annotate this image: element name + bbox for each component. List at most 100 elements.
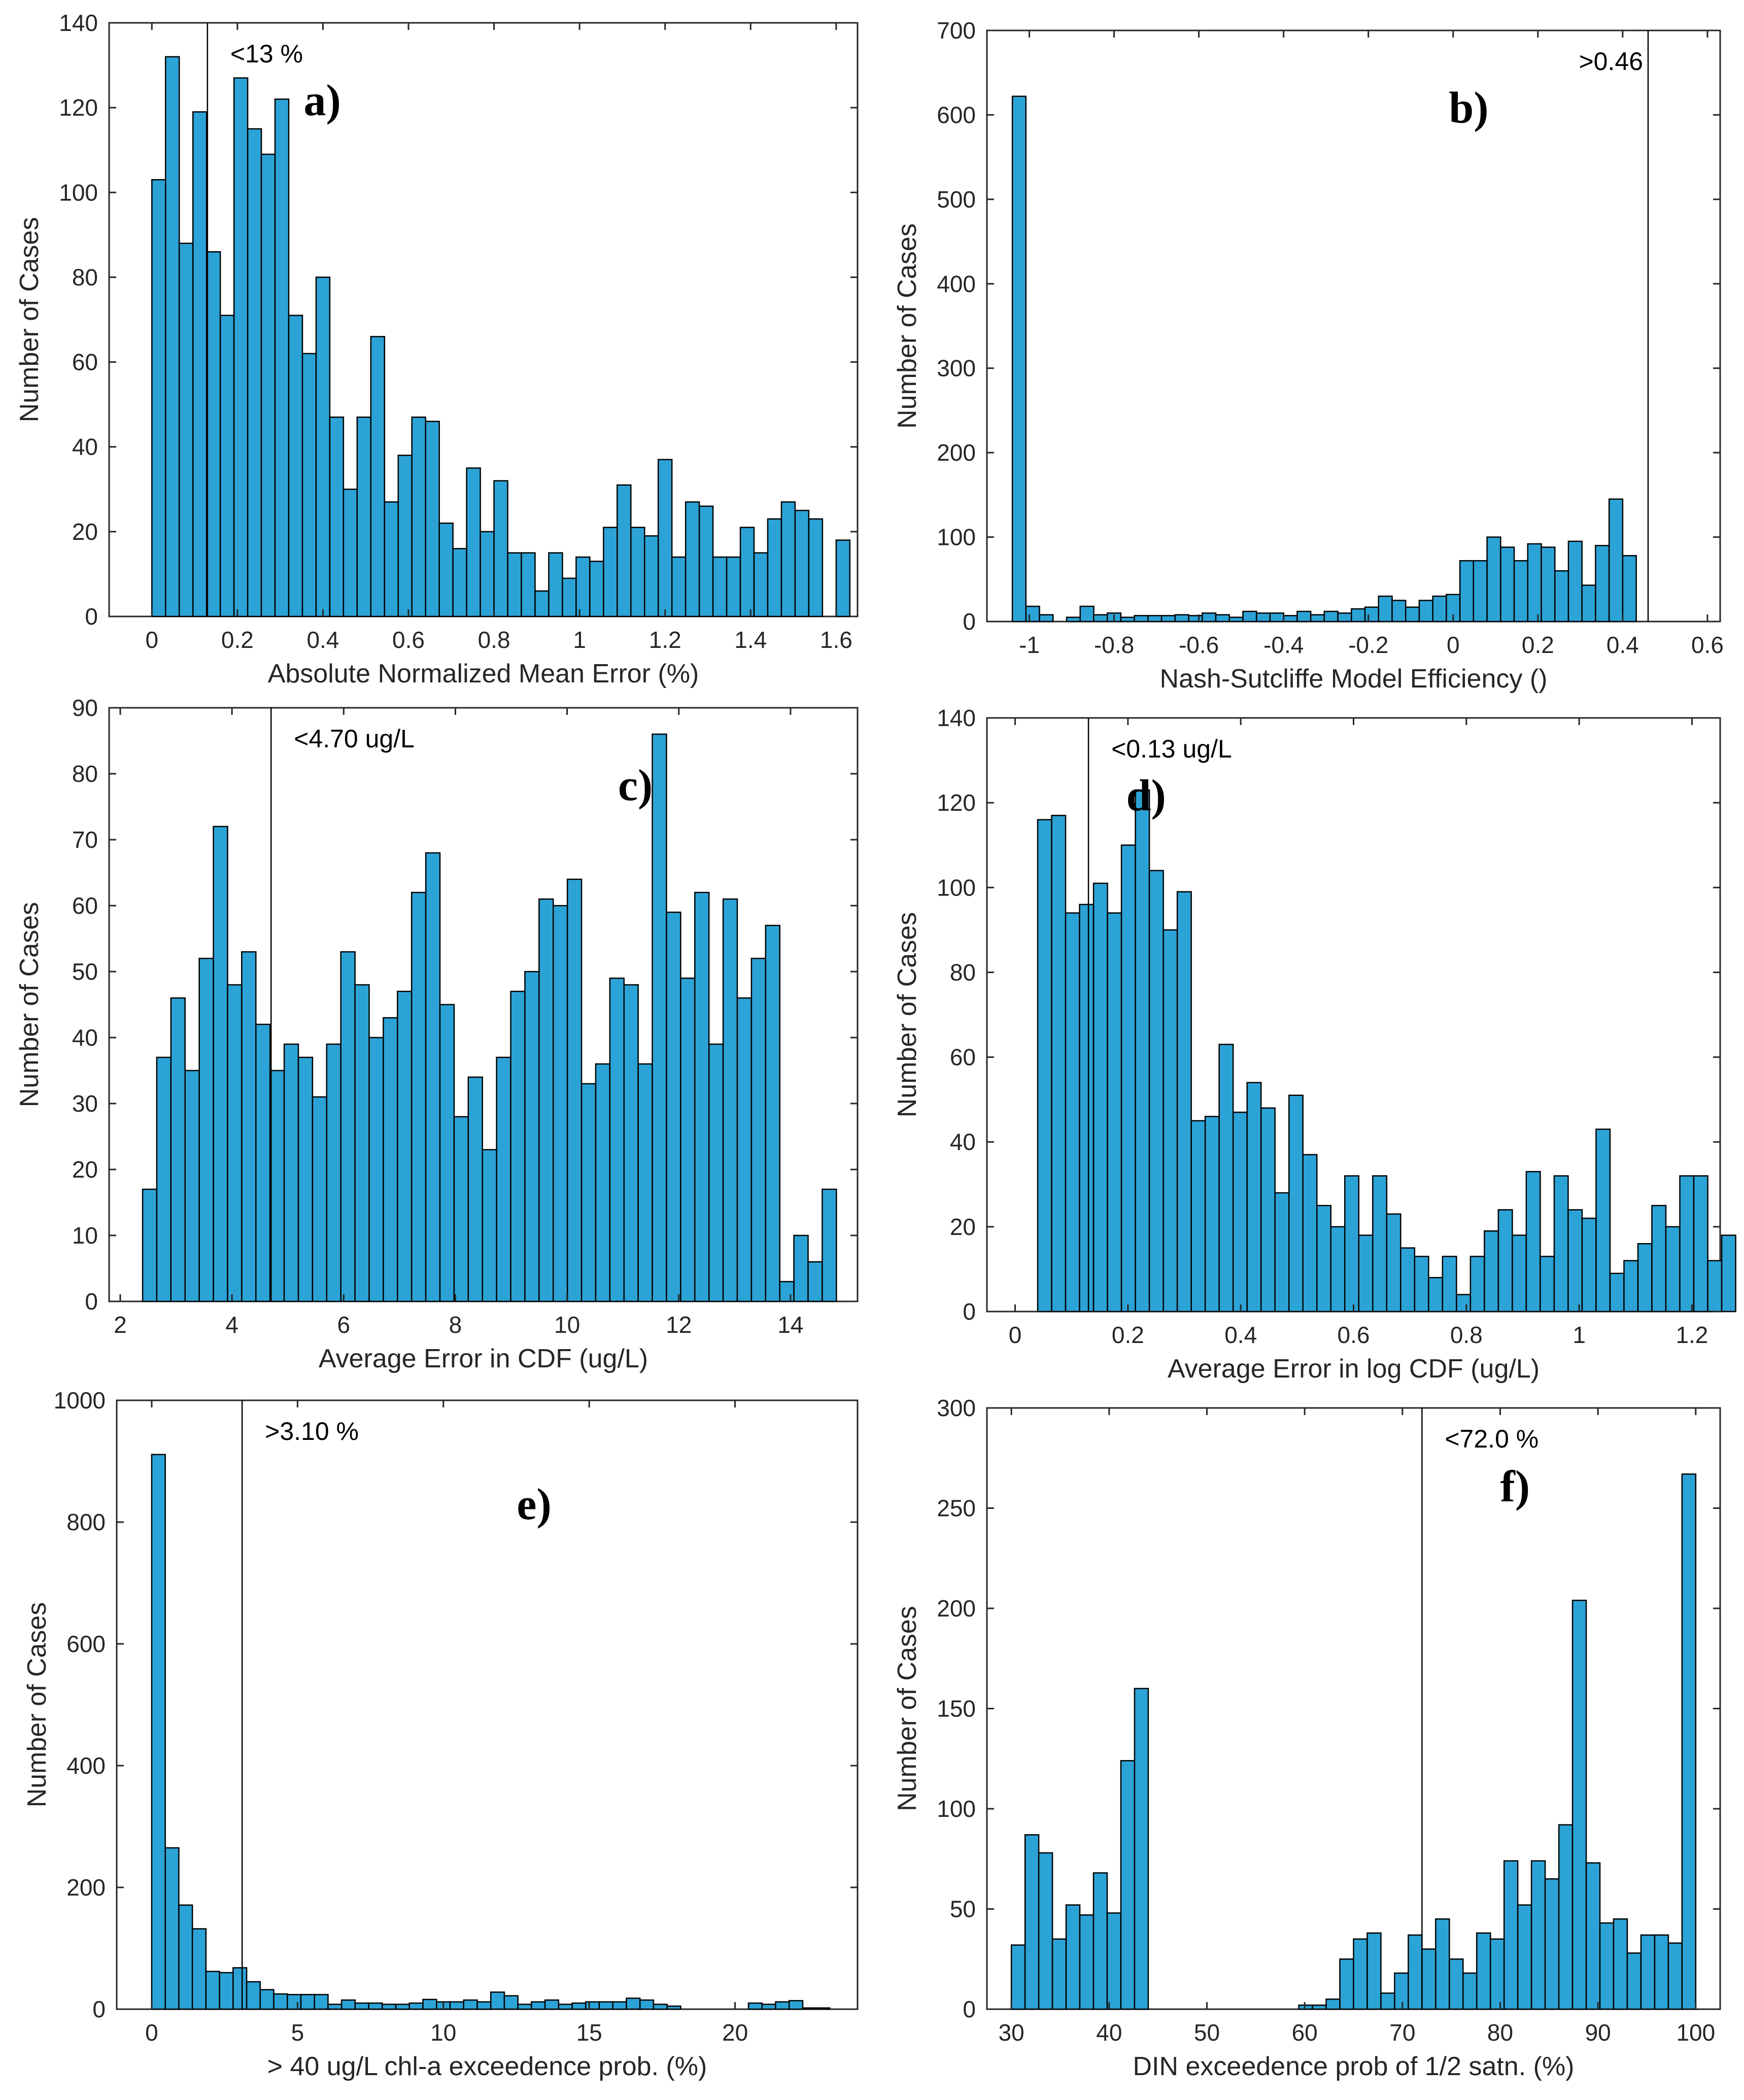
histogram-bar <box>382 2004 397 2010</box>
y-axis-label: Number of Cases <box>893 912 922 1118</box>
x-tick-label: 14 <box>777 1312 803 1338</box>
histogram-bar <box>482 1149 497 1302</box>
histogram-bar <box>1351 608 1366 623</box>
histogram-bar <box>1432 595 1447 623</box>
histogram-bar <box>1609 1272 1625 1313</box>
histogram-bar <box>1344 1175 1360 1313</box>
histogram-bar <box>1513 560 1529 623</box>
histogram-bar <box>726 556 741 617</box>
histogram-bar <box>1232 1111 1248 1313</box>
histogram-bar <box>327 2004 343 2010</box>
histogram-bar <box>815 2007 831 2010</box>
histogram-bar <box>1456 1294 1472 1313</box>
histogram-bar <box>178 243 194 617</box>
histogram-bar <box>1428 1277 1444 1313</box>
histogram-bar <box>780 501 796 617</box>
histogram-bar <box>793 1234 809 1302</box>
x-tick-label: 0.2 <box>1112 1322 1144 1348</box>
histogram-bar <box>1242 610 1257 623</box>
x-axis-label: Nash-Sutcliffe Model Efficiency () <box>1160 664 1548 694</box>
x-axis-label: Absolute Normalized Mean Error (%) <box>268 659 699 688</box>
histogram-bar <box>340 1999 356 2010</box>
histogram-bar <box>1079 605 1095 623</box>
y-tick-label: 140 <box>937 705 976 731</box>
histogram-bar <box>1553 1175 1569 1313</box>
histogram-bar <box>1218 1044 1234 1313</box>
x-tick-label: 20 <box>722 2019 748 2046</box>
x-tick-label: 1.6 <box>820 627 852 653</box>
histogram-bar <box>1581 1217 1597 1313</box>
histogram-bar <box>1626 1952 1642 2010</box>
histogram-bar <box>219 1972 234 2010</box>
histogram-bar <box>657 459 673 617</box>
histogram-bar <box>370 336 386 617</box>
x-tick-label: 90 <box>1585 2019 1611 2046</box>
histogram-bar <box>356 416 372 617</box>
histogram-bar <box>1120 616 1135 623</box>
x-tick-label: 0.4 <box>1606 632 1639 658</box>
histogram-bar <box>1337 612 1352 623</box>
histogram-bar <box>1707 1260 1723 1313</box>
histogram-bar <box>213 825 228 1302</box>
panel-label: e) <box>517 1480 551 1529</box>
histogram-bar <box>639 1999 655 2010</box>
y-tick-label: 20 <box>72 519 98 545</box>
histogram-bar <box>301 353 317 617</box>
histogram-bar <box>595 1063 611 1302</box>
histogram-bar <box>1039 614 1054 623</box>
x-tick-label: 1.2 <box>1675 1322 1708 1348</box>
histogram-bar <box>1414 1256 1429 1313</box>
histogram-bar <box>750 957 767 1302</box>
histogram-bar <box>449 2001 464 2010</box>
x-tick-label: 0.8 <box>1450 1322 1483 1348</box>
threshold-label: <4.70 ug/L <box>294 725 415 753</box>
chart-panel-c: 2 4 6 8 10 12 14 0 10 20 30 40 50 60 70 80 90 Average Err… <box>15 695 859 1373</box>
x-tick-label: 50 <box>1194 2019 1220 2046</box>
histogram-bar <box>617 484 632 617</box>
histogram-bar <box>1025 605 1040 623</box>
histogram-bar <box>1449 1958 1464 2010</box>
histogram-bar <box>425 852 441 1302</box>
histogram-bar <box>269 1070 285 1302</box>
histogram-bar <box>747 2002 763 2010</box>
histogram-bar <box>788 2000 804 2010</box>
histogram-bar <box>490 1991 505 2010</box>
y-tick-label: 0 <box>963 1298 976 1325</box>
histogram-bar <box>1484 1230 1499 1313</box>
histogram-bar <box>1486 536 1501 623</box>
histogram-bar <box>232 1967 248 2010</box>
histogram-bar <box>1489 1938 1505 2010</box>
histogram-bar <box>808 518 824 617</box>
histogram-bar <box>1435 1918 1450 2010</box>
histogram-bar <box>775 2001 790 2010</box>
histogram-bar <box>1525 1171 1541 1313</box>
y-tick-label: 80 <box>72 761 98 787</box>
histogram-bar <box>354 984 370 1302</box>
histogram-bar <box>630 527 645 617</box>
panel-label: d) <box>1126 771 1166 820</box>
y-tick-label: 90 <box>72 695 98 721</box>
histogram-bar <box>1721 1234 1736 1313</box>
histogram-bar <box>1418 600 1433 623</box>
x-tick-label: 100 <box>1676 2019 1715 2046</box>
histogram-bar <box>368 2002 383 2010</box>
histogram-bar <box>340 951 356 1302</box>
histogram-bar <box>1316 1204 1332 1313</box>
histogram-bar <box>480 531 495 617</box>
x-tick-label: 80 <box>1487 2019 1513 2046</box>
histogram-bar <box>1679 1175 1695 1313</box>
x-tick-label: 1.4 <box>734 627 767 653</box>
threshold-label: <72.0 % <box>1445 1425 1538 1453</box>
histogram-bar <box>534 590 550 617</box>
histogram-bar <box>227 984 243 1302</box>
histogram-bar <box>1512 1234 1527 1313</box>
histogram-bar <box>1408 1934 1423 2010</box>
histogram-bar <box>736 997 753 1302</box>
histogram-bar <box>408 2002 424 2010</box>
histogram-bar <box>1378 595 1393 623</box>
y-tick-label: 30 <box>72 1090 98 1117</box>
histogram-bar <box>274 98 290 617</box>
chart-panel-b: -1 -0.8 -0.6 -0.4 -0.2 0 0.2 0.4 0.6 0 100 200 300 40… <box>893 17 1724 694</box>
y-tick-label: 600 <box>937 101 976 128</box>
histogram-bar <box>510 990 526 1302</box>
